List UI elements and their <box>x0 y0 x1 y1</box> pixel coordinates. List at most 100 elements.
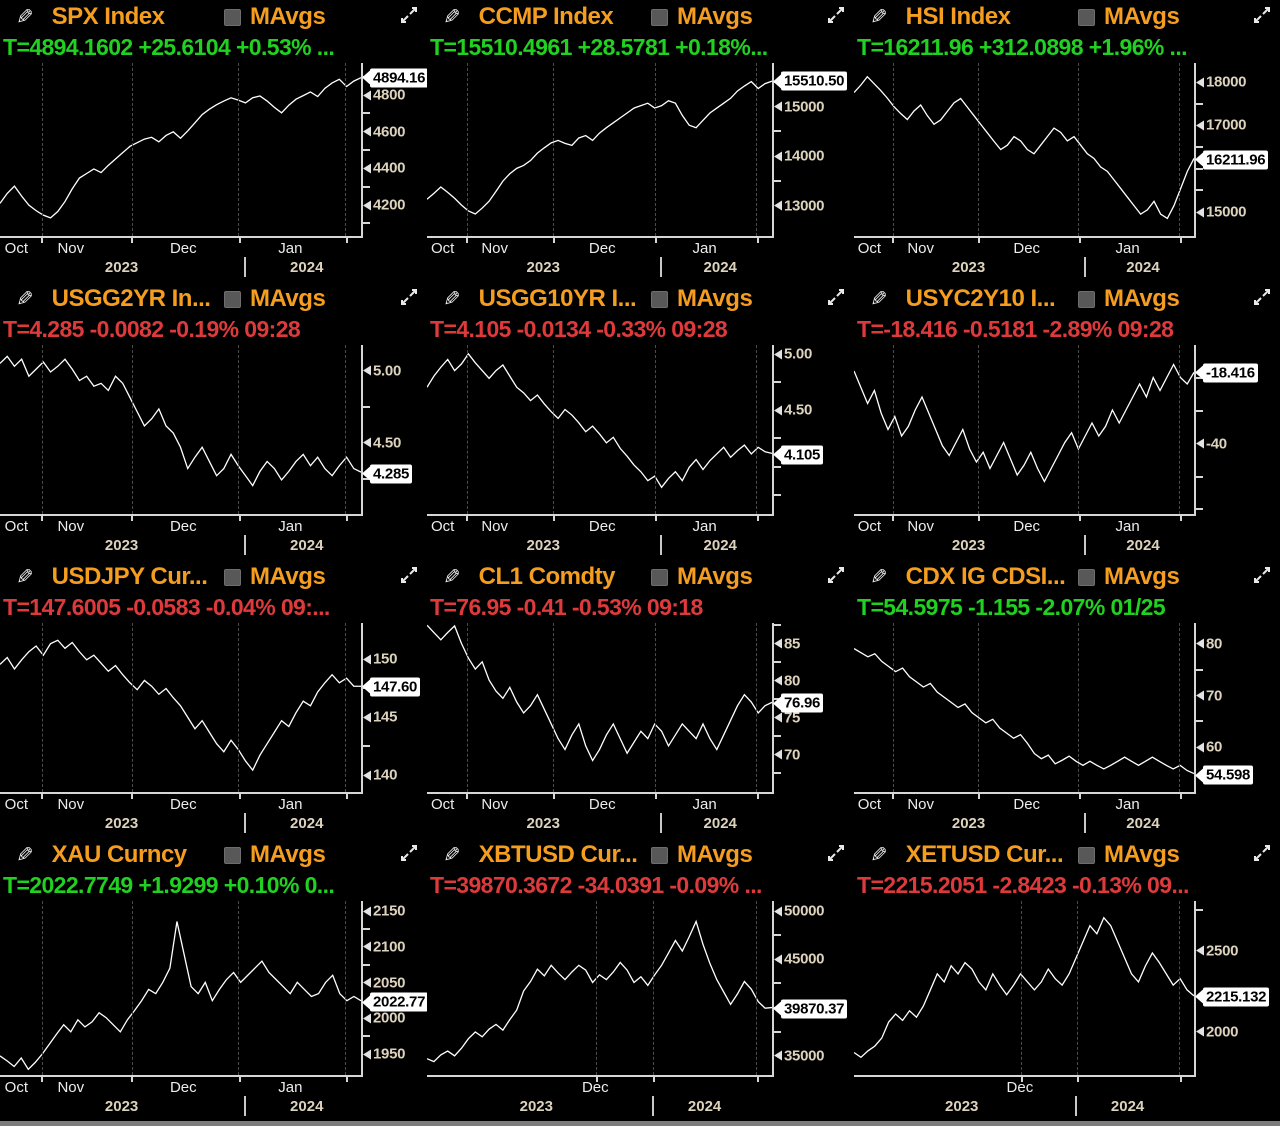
checkbox-icon[interactable] <box>224 846 241 864</box>
expand-icon[interactable] <box>399 843 419 863</box>
ticker-name[interactable]: SPX Index <box>51 3 165 30</box>
checkbox-icon[interactable] <box>224 290 241 308</box>
ticker-name[interactable]: USGG2YR In... <box>51 285 211 312</box>
price-series-plot[interactable] <box>427 345 774 516</box>
ticker-name[interactable]: CDX IG CDSI... <box>905 563 1066 590</box>
y-tick-label: 13000 <box>784 197 825 215</box>
price-series-plot[interactable] <box>0 345 363 516</box>
mavgs-toggle[interactable]: MAvgs <box>651 841 753 869</box>
pencil-icon[interactable]: ✎ <box>16 5 34 29</box>
titlebar: ✎ USGG2YR In... MAvgs <box>0 282 427 316</box>
ticker-name[interactable]: USDJPY Cur... <box>51 563 208 590</box>
ticker-name[interactable]: XETUSD Cur... <box>905 841 1064 868</box>
expand-icon[interactable] <box>1252 5 1272 25</box>
ticker-name[interactable]: XAU Curncy <box>51 841 188 868</box>
checkbox-icon[interactable] <box>1078 846 1095 864</box>
price-series-plot[interactable] <box>427 901 774 1077</box>
x-tick <box>345 794 348 799</box>
price-series-plot[interactable] <box>427 623 774 794</box>
mavgs-toggle[interactable]: MAvgs <box>1078 841 1180 869</box>
ticker-name[interactable]: USYC2Y10 I... <box>905 285 1056 312</box>
tick-arrow-icon <box>1196 690 1204 701</box>
mavgs-toggle[interactable]: MAvgs <box>224 841 326 869</box>
plot-wrap: 50000 45000 35000 39870.37 <box>427 901 854 1077</box>
pencil-icon[interactable]: ✎ <box>443 565 461 589</box>
mavgs-toggle[interactable]: MAvgs <box>224 285 326 313</box>
price-series-plot[interactable] <box>854 623 1196 794</box>
ticker-name[interactable]: HSI Index <box>905 3 1011 30</box>
price-series-plot[interactable] <box>0 63 363 238</box>
y-tick-label: 15000 <box>784 98 825 116</box>
pencil-icon[interactable]: ✎ <box>16 287 34 311</box>
y-tick: 2100 <box>363 938 405 955</box>
pencil-icon[interactable]: ✎ <box>870 565 888 589</box>
mavgs-toggle[interactable]: MAvgs <box>1078 563 1180 591</box>
mavgs-toggle[interactable]: MAvgs <box>224 3 326 31</box>
price-series-plot[interactable] <box>854 345 1196 516</box>
expand-icon[interactable] <box>1252 287 1272 307</box>
expand-icon[interactable] <box>1252 565 1272 585</box>
last-price-badge: -18.416 <box>1195 363 1258 383</box>
y-minor-tick <box>363 405 370 408</box>
mavgs-toggle[interactable]: MAvgs <box>224 563 326 591</box>
checkbox-icon[interactable] <box>1078 568 1095 586</box>
pencil-icon[interactable]: ✎ <box>16 565 34 589</box>
month-label: Nov <box>907 796 935 813</box>
checkbox-icon[interactable] <box>224 568 241 586</box>
price-series-plot[interactable] <box>854 901 1196 1077</box>
month-gridline <box>654 63 656 236</box>
y-axis: 15000 14000 13000 15510.50 <box>773 63 854 238</box>
tick-arrow-icon <box>363 1013 371 1024</box>
pencil-icon[interactable]: ✎ <box>870 843 888 867</box>
x-tick <box>1179 794 1182 799</box>
y-tick-label: 150 <box>373 650 398 668</box>
expand-icon[interactable] <box>399 565 419 585</box>
checkbox-icon[interactable] <box>224 8 241 26</box>
badge-arrow-icon <box>773 1001 781 1016</box>
pencil-icon[interactable]: ✎ <box>443 843 461 867</box>
pencil-icon[interactable]: ✎ <box>443 287 461 311</box>
mavgs-toggle[interactable]: MAvgs <box>1078 3 1180 31</box>
price-series-plot[interactable] <box>0 623 363 794</box>
ticker-name[interactable]: CCMP Index <box>478 3 614 30</box>
titlebar: ✎ USYC2Y10 I... MAvgs <box>854 282 1280 316</box>
expand-icon[interactable] <box>826 565 846 585</box>
expand-icon[interactable] <box>826 5 846 25</box>
mavgs-toggle[interactable]: MAvgs <box>1078 285 1180 313</box>
checkbox-icon[interactable] <box>651 568 668 586</box>
mavgs-toggle[interactable]: MAvgs <box>651 285 753 313</box>
ticker-name[interactable]: CL1 Comdty <box>478 563 616 590</box>
expand-icon[interactable] <box>826 287 846 307</box>
y-minor-tick <box>1196 668 1203 671</box>
ticker-name[interactable]: USGG10YR I... <box>478 285 637 312</box>
expand-icon[interactable] <box>399 287 419 307</box>
y-tick-label: 4.50 <box>784 401 812 419</box>
checkbox-icon[interactable] <box>1078 8 1095 26</box>
expand-icon[interactable] <box>399 5 419 25</box>
x-axis: Oct Nov Dec Jan 2023 2024 <box>427 516 854 560</box>
checkbox-icon[interactable] <box>651 290 668 308</box>
pencil-icon[interactable]: ✎ <box>16 843 34 867</box>
month-label: Oct <box>4 240 28 257</box>
pencil-icon[interactable]: ✎ <box>870 5 888 29</box>
mavgs-toggle[interactable]: MAvgs <box>651 3 753 31</box>
pencil-icon[interactable]: ✎ <box>870 287 888 311</box>
mavgs-toggle[interactable]: MAvgs <box>651 563 753 591</box>
price-series-plot[interactable] <box>427 63 774 238</box>
price-series-plot[interactable] <box>854 63 1196 238</box>
expand-icon[interactable] <box>826 843 846 863</box>
y-tick: 5.00 <box>363 362 401 379</box>
month-gridline <box>466 63 468 236</box>
checkbox-icon[interactable] <box>651 8 668 26</box>
expand-icon[interactable] <box>1252 843 1272 863</box>
badge-value: 4.285 <box>370 464 413 484</box>
pencil-icon[interactable]: ✎ <box>443 5 461 29</box>
year-label: 2023 <box>526 259 560 276</box>
month-label: Nov <box>57 1079 85 1096</box>
checkbox-icon[interactable] <box>1078 290 1095 308</box>
price-series-plot[interactable] <box>0 901 363 1077</box>
y-minor-tick <box>774 130 781 133</box>
ticker-name[interactable]: XBTUSD Cur... <box>478 841 638 868</box>
y-minor-tick <box>774 735 781 738</box>
checkbox-icon[interactable] <box>651 846 668 864</box>
